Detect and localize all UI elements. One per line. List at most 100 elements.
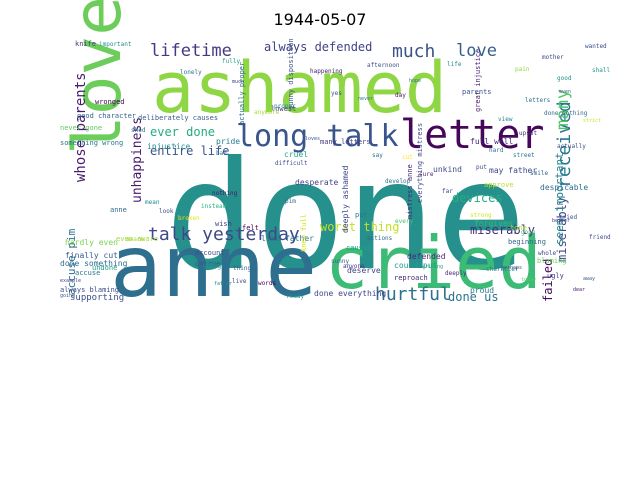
cloud-word: sunny bbox=[331, 258, 349, 265]
cloud-word: dear bbox=[573, 287, 585, 293]
cloud-word: tone bbox=[510, 224, 527, 232]
chart-title: 1944-05-07 bbox=[273, 10, 367, 29]
cloud-word: words bbox=[258, 280, 276, 287]
cloud-word: full well bbox=[470, 137, 514, 146]
cloud-word: character bbox=[486, 266, 519, 273]
cloud-word: deserve bbox=[347, 266, 381, 275]
cloud-word: blaming bbox=[537, 257, 567, 265]
cloud-word: account bbox=[195, 249, 225, 257]
cloud-word: mistress anne bbox=[406, 164, 414, 219]
cloud-word: cut bbox=[402, 154, 413, 161]
cloud-word: done nothing bbox=[544, 110, 588, 117]
cloud-word: whose parents bbox=[73, 72, 89, 182]
cloud-word: hardly even bbox=[65, 238, 118, 247]
cloud-word: view bbox=[498, 116, 513, 123]
cloud-word: better bbox=[552, 218, 570, 224]
cloud-word: knew full bbox=[300, 214, 308, 252]
cloud-word: father bbox=[214, 281, 232, 287]
cloud-word: knife bbox=[75, 40, 96, 48]
cloud-word: forgiven bbox=[474, 219, 513, 228]
cloud-word: great injustice bbox=[474, 49, 482, 112]
cloud-word: undone bbox=[92, 264, 117, 272]
cloud-word: hope bbox=[409, 78, 421, 84]
cloud-word: cruel bbox=[284, 150, 308, 159]
cloud-word: done us bbox=[448, 290, 499, 304]
cloud-word: long talk bbox=[236, 119, 399, 154]
cloud-word: anne bbox=[110, 217, 317, 317]
cloud-word: beginning bbox=[508, 238, 546, 246]
cloud-word: pain bbox=[515, 66, 530, 73]
cloud-word: develop bbox=[385, 178, 411, 185]
cloud-word: wish bbox=[215, 220, 232, 228]
cloud-word: despicable bbox=[540, 183, 588, 192]
cloud-word: actually bbox=[557, 143, 586, 150]
cloud-word: friend bbox=[589, 234, 611, 241]
cloud-word: nothing bbox=[212, 190, 238, 197]
cloud-word: received bbox=[554, 101, 575, 188]
cloud-word: say bbox=[372, 152, 383, 159]
cloud-word: approve bbox=[484, 181, 514, 189]
cloud-word: never bbox=[358, 96, 373, 102]
cloud-word: broken bbox=[178, 215, 200, 222]
cloud-word: strict bbox=[583, 118, 601, 124]
cloud-word: day bbox=[395, 92, 406, 99]
cloud-word: entire life bbox=[150, 144, 229, 158]
cloud-word: ready bbox=[286, 293, 304, 300]
cloud-word: proper bbox=[274, 103, 296, 110]
cloud-word: going bbox=[60, 293, 75, 299]
cloud-word: like father bbox=[261, 234, 314, 243]
cloud-word: accuse pim bbox=[65, 228, 78, 295]
cloud-word: live bbox=[232, 278, 247, 285]
cloud-word: many letters bbox=[320, 138, 371, 146]
cloud-word: supporting bbox=[70, 293, 124, 303]
cloud-word: anne bbox=[110, 206, 127, 214]
cloud-word: good character bbox=[77, 112, 136, 120]
cloud-word: done everything bbox=[314, 289, 386, 298]
cloud-word: actions bbox=[367, 235, 393, 242]
cloud-word: ever done bbox=[150, 125, 215, 139]
cloud-word: instead bbox=[201, 203, 227, 210]
cloud-word: letters bbox=[525, 97, 551, 104]
cloud-word: wrong bbox=[203, 263, 221, 270]
cloud-word: much bbox=[232, 79, 244, 85]
cloud-word: cried bbox=[325, 221, 542, 305]
cloud-word: never gone bbox=[60, 124, 102, 132]
cloud-word: pride bbox=[216, 137, 240, 146]
cloud-word: lowest bbox=[271, 105, 296, 113]
cloud-word: look bbox=[159, 208, 174, 215]
cloud-word: life bbox=[447, 61, 462, 68]
cloud-word: always blaming bbox=[60, 286, 119, 294]
cloud-word: ashamed bbox=[152, 47, 447, 129]
cloud-word: pim bbox=[285, 198, 296, 205]
cloud-word: even bbox=[559, 89, 571, 95]
cloud-word: anyone bbox=[343, 263, 365, 270]
cloud-word: reproach bbox=[394, 274, 428, 282]
cloud-word: street bbox=[513, 152, 535, 159]
cloud-word: many bbox=[553, 89, 573, 130]
cloud-word: afternoon bbox=[367, 62, 400, 69]
cloud-word: love bbox=[456, 41, 497, 61]
cloud-word: felt bbox=[242, 224, 259, 232]
cloud-word: away bbox=[583, 276, 595, 282]
cloud-word: desperate bbox=[295, 178, 339, 187]
cloud-word: always defended bbox=[264, 40, 372, 54]
cloud-word: love bbox=[59, 0, 136, 155]
cloud-word: failed bbox=[541, 259, 555, 302]
cloud-word: done bbox=[165, 130, 526, 304]
cloud-word: everything mistress bbox=[416, 123, 424, 203]
cloud-word: worst thing bbox=[320, 220, 399, 234]
cloud-word: good bbox=[557, 75, 572, 82]
cloud-word: hard bbox=[489, 147, 504, 154]
cloud-word: mean bbox=[145, 199, 160, 206]
cloud-word: unkind bbox=[433, 165, 462, 174]
cloud-word: untrue bbox=[195, 260, 220, 268]
cloud-word: lifetime bbox=[150, 41, 232, 61]
cloud-word: fully bbox=[222, 58, 240, 65]
cloud-word: finally cut bbox=[65, 251, 118, 260]
cloud-word: deeply ashamed bbox=[341, 165, 350, 233]
cloud-word: shall bbox=[592, 67, 610, 74]
cloud-word: important bbox=[99, 41, 132, 48]
cloud-word: smile bbox=[530, 170, 548, 177]
cloud-word: lonely bbox=[180, 69, 202, 76]
